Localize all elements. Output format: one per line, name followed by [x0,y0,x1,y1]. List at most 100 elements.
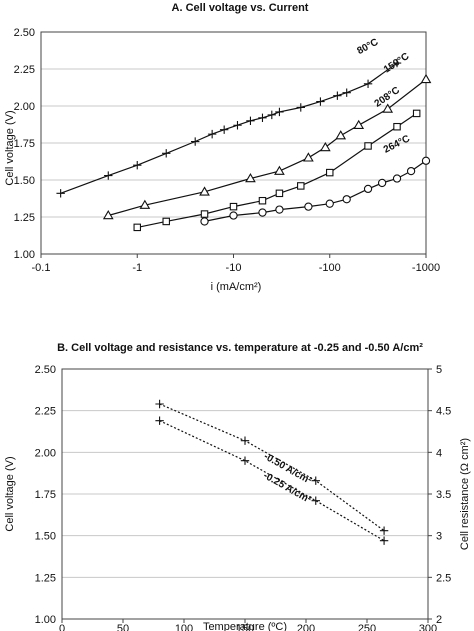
chart-b-data-point [155,399,164,409]
chart-a-data-point [420,73,432,84]
chart-b-x-tick-label: 0 [59,623,65,631]
chart-a-y-tick-label: 1.75 [14,138,35,150]
chart-a-data-point [199,186,210,196]
chart-a-data-point [342,88,351,97]
chart-b-data-point [379,526,389,535]
chart-a-data-point [392,58,402,68]
chart-a-series-line [60,62,398,194]
chart-a-data-point [246,116,255,125]
chart-a-data-point [258,113,267,123]
chart-a-series-label: 150°C [382,51,411,76]
chart-a-data-point [200,217,209,226]
chart-b-data-point [240,456,250,465]
chart-a-data-point [275,107,284,117]
chart-a-data-point [296,103,305,112]
chart-b-x-tick-label: 100 [175,623,193,631]
chart-b-y2-tick-label: 5 [436,364,442,376]
chart-b-x-tick-label: 250 [358,623,376,631]
chart-a-data-point [303,152,314,162]
chart-a-data-point [274,165,285,175]
chart-b-y-tick-label: 1.25 [35,572,56,584]
chart-a-x-tick-label: -1000 [412,262,440,274]
chart-a-x-axis-label: i (mA/cm²) [211,281,262,293]
chart-b-y2-tick-label: 4 [436,447,442,459]
chart-a-data-point [342,195,351,204]
chart-b: B. Cell voltage and resistance vs. tempe… [4,342,471,631]
chart-a-data-point [200,210,209,218]
chart-a-x-tick-label: -0.1 [32,262,51,274]
chart-a-data-point [229,202,238,211]
chart-a-data-point [56,189,65,198]
chart-a-y-tick-label: 1.00 [14,249,35,261]
chart-a-data-point [139,199,151,209]
chart-b-x-tick-label: 150 [236,623,254,631]
chart-a-data-point [297,182,305,190]
chart-a-data-point [207,129,217,139]
chart-a-data-point [233,121,242,130]
chart-a-data-point [319,141,331,152]
chart-b-data-point [379,536,389,545]
chart-a-y-tick-label: 2.25 [14,64,35,76]
chart-a-data-point [104,171,113,180]
chart-a-x-tick-label: -1 [132,262,142,274]
chart-a-data-point [275,205,284,214]
chart-a-data-point [102,210,114,220]
chart-a-data-point [133,161,142,170]
chart-a-y-tick-label: 1.50 [14,175,35,187]
chart-b-series-line [159,403,385,532]
chart-b-y2-axis-label: Cell resistance (Ω cm²) [459,438,471,550]
chart-a-data-point [353,119,365,129]
chart-a-data-point [133,223,142,232]
chart-a-data-point [393,122,401,131]
chart-a-data-point [421,156,431,165]
chart-a-data-point [162,149,171,158]
chart-b-y2-tick-label: 4.5 [436,406,451,418]
chart-a-x-tick-label: -100 [319,262,341,274]
chart-b-data-point [240,436,250,445]
chart-a-data-point [325,168,334,177]
chart-a-series-line [204,160,427,222]
chart-a-data-point [162,217,170,226]
chart-a-data-point [363,79,373,88]
chart-a-y-tick-label: 2.00 [14,101,35,113]
chart-a-data-point [316,97,325,106]
chart-a-y-tick-label: 2.50 [14,27,35,39]
chart-b-x-axis-label: Temperature (ºC) [203,621,287,631]
chart-b-title: B. Cell voltage and resistance vs. tempe… [57,342,423,354]
chart-a-data-point [258,208,267,217]
chart-b-data-point [311,476,320,485]
chart-a-series-label: 80°C [355,37,380,57]
chart-a-data-point [382,103,394,113]
chart-a-data-point [190,137,200,146]
chart-a-data-point [333,91,342,100]
chart-a-data-point [412,109,421,118]
chart-b-y2-tick-label: 2.5 [436,572,451,584]
chart-a-data-point [245,173,256,183]
chart-b-y-tick-label: 1.50 [35,531,56,543]
chart-b-x-tick-label: 50 [117,623,129,631]
chart-a-y-axis-label: Cell voltage (V) [4,110,16,185]
chart-b-data-point [311,496,320,505]
chart-a-x-tick-label: -10 [226,262,242,274]
chart-b-y-tick-label: 1.00 [35,614,56,626]
chart-a-data-point [258,196,267,205]
chart-b-x-tick-label: 200 [297,623,315,631]
chart-a-data-point [335,130,347,140]
chart-b-y2-tick-label: 3.5 [436,489,451,501]
chart-b-y-tick-label: 1.75 [35,489,56,501]
chart-a-data-point [229,211,238,220]
chart-b-y-axis-label: Cell voltage (V) [4,456,16,531]
chart-b-y2-tick-label: 3 [436,531,442,543]
chart-a-title: A. Cell voltage vs. Current [172,2,309,14]
chart-a-data-point [377,178,387,188]
chart-a-data-point [304,202,313,211]
chart-b-y-tick-label: 2.50 [35,364,56,376]
chart-a-data-point [363,184,373,194]
chart-b-y-tick-label: 2.25 [35,406,56,418]
chart-a: A. Cell voltage vs. Current 1.00 1.25 1.50… [4,2,440,293]
chart-b-data-point [155,416,164,425]
chart-b-y-tick-label: 2.00 [35,447,56,459]
chart-a-data-point [219,125,229,134]
chart-a-data-point [392,174,402,183]
